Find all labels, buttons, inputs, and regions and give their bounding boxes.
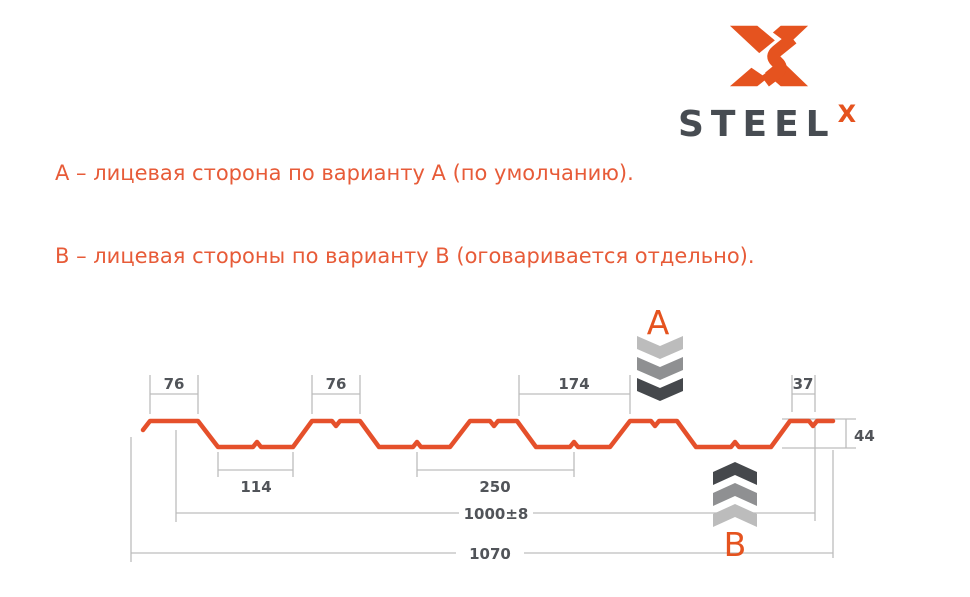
dim-label-rib-opening: 174 — [558, 375, 589, 393]
marker-a-label: A — [647, 303, 670, 342]
note-variant-b: В – лицевая стороны по варианту В (огова… — [55, 244, 755, 268]
note-variant-a: А – лицевая сторона по варианту А (по ум… — [55, 161, 634, 185]
dim-label-crest-mid: 76 — [326, 375, 347, 393]
profile-outline — [140, 418, 836, 450]
chevron-down-icon — [637, 336, 683, 401]
dim-label-edge-crest: 37 — [793, 375, 814, 393]
brand-x-icon: X — [837, 100, 857, 128]
dim-label-valley-width: 114 — [240, 478, 271, 496]
dim-label-working-width: 1000±8 — [464, 505, 529, 523]
marker-b-label: B — [724, 525, 747, 564]
brand-wordmark: STEELX — [678, 100, 918, 145]
steelx-logo-icon — [729, 25, 809, 87]
dimension-lines — [130, 375, 856, 562]
dim-label-valley-pitch: 250 — [479, 478, 510, 496]
dim-label-profile-height: 44 — [854, 427, 875, 445]
chevron-up-icon — [713, 462, 757, 527]
dim-label-crest-left: 76 — [164, 375, 185, 393]
dim-label-overall-width: 1070 — [469, 545, 511, 563]
brand-text: STEEL — [678, 104, 836, 145]
